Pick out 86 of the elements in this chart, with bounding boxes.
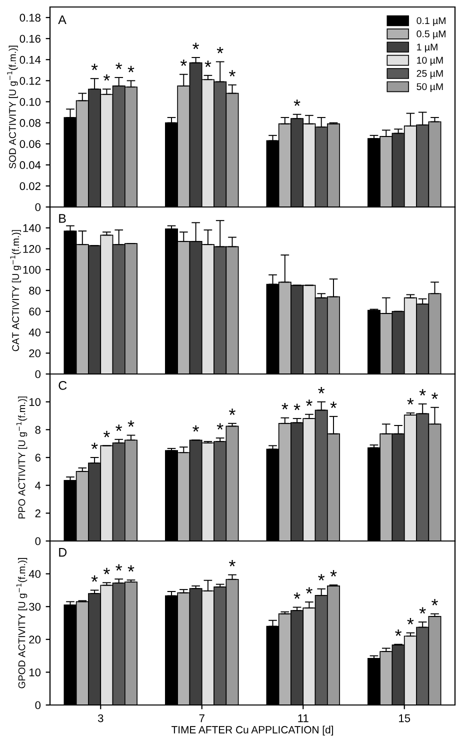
- data-label: *: [419, 607, 426, 614]
- data-label: *: [116, 424, 122, 431]
- y-tick-label: 10: [29, 398, 41, 406]
- y-tick-label: 0.12: [20, 76, 40, 85]
- y-tick-label: 4: [35, 482, 41, 490]
- data-label: *: [180, 60, 187, 66]
- y-tick-label: 2: [35, 509, 40, 518]
- data-label: *: [419, 389, 426, 396]
- x-axis-title: TIME AFTER Cu APPLICATION [d]: [172, 726, 333, 736]
- legend-label: 1 µM: [417, 44, 438, 52]
- data-label: *: [407, 398, 414, 405]
- legend-label: 50 µM: [416, 83, 443, 92]
- data-label: *: [294, 404, 300, 410]
- chart-title: D: [59, 548, 67, 557]
- data-label: *: [318, 574, 325, 580]
- data-label: *: [229, 70, 236, 76]
- x-tick-label: 15: [399, 714, 410, 722]
- data-label: *: [216, 46, 224, 54]
- data-label: *: [229, 408, 236, 415]
- data-label: *: [407, 618, 414, 624]
- y-tick-label: 20: [29, 349, 41, 358]
- data-label: *: [216, 423, 224, 430]
- data-label: *: [432, 599, 438, 606]
- legend-label: 0.5 µM: [416, 30, 446, 40]
- data-label: *: [116, 62, 122, 70]
- y-tick-label: 120: [23, 245, 41, 253]
- y-tick-label: 0: [35, 203, 41, 212]
- y-tick-label: 0.14: [20, 56, 41, 64]
- y-tick-label: 20: [29, 636, 41, 644]
- y-tick-label: 0.08: [20, 119, 40, 127]
- data-label: *: [395, 630, 402, 636]
- data-label: *: [192, 42, 200, 50]
- data-label: *: [294, 100, 300, 106]
- y-tick-label: 0.06: [20, 140, 40, 148]
- x-tick-label: 3: [98, 714, 104, 722]
- y-tick-label: 0.10: [20, 98, 41, 106]
- y-tick-label: 0: [35, 370, 41, 378]
- y-tick-label: 0.18: [20, 14, 40, 22]
- data-label: *: [306, 587, 312, 594]
- chart-title: C: [58, 381, 67, 390]
- y-tick-label: 60: [29, 308, 41, 316]
- data-label: *: [91, 575, 98, 582]
- y-tick-label: 8: [35, 426, 40, 434]
- y-tick-label: 6: [35, 454, 40, 462]
- y-tick-label: 10: [29, 668, 41, 676]
- y-tick-label: 30: [29, 602, 41, 611]
- y-tick-label: 0: [35, 537, 41, 546]
- y-tick-label: 40: [28, 570, 41, 578]
- y-tick-label: 40: [28, 328, 41, 336]
- y-axis-title: SOD ACTIVITY [U g$^{−1}$(f.m.)]: [7, 46, 18, 168]
- data-label: *: [91, 64, 98, 70]
- data-label: *: [128, 420, 134, 427]
- y-tick-label: 100: [23, 266, 41, 274]
- data-label: *: [91, 442, 98, 450]
- data-label: *: [282, 403, 288, 410]
- y-tick-label: 0.02: [20, 182, 40, 190]
- y-axis-title: CAT ACTIVITY [U g$^{−1}$(f.m.)]: [10, 230, 21, 352]
- legend-label: 25 µM: [416, 70, 443, 79]
- x-tick-label: 11: [298, 714, 308, 722]
- legend-label: 0.1 µM: [416, 17, 446, 26]
- chart-title: B: [59, 214, 66, 223]
- data-label: *: [192, 425, 200, 432]
- data-label: *: [116, 564, 122, 571]
- data-label: *: [330, 402, 337, 408]
- data-label: *: [294, 592, 300, 599]
- text: A: [58, 15, 66, 24]
- data-label: *: [306, 400, 312, 406]
- data-label: *: [330, 570, 337, 577]
- y-tick-label: 140: [23, 224, 41, 232]
- data-label: *: [103, 74, 110, 81]
- y-axis-title: GPOD ACTIVITY [U g$^{−1}$(f.m.)]: [16, 558, 28, 688]
- y-tick-label: 0.16: [20, 34, 40, 43]
- y-tick-label: 80: [29, 286, 41, 295]
- data-label: *: [318, 387, 325, 394]
- y-axis-title: PPO ACTIVITY [U g$^{−1}$(f.m.)]: [16, 396, 28, 518]
- data-label: *: [128, 565, 134, 572]
- data-label: *: [103, 568, 110, 574]
- y-tick-label: 0: [35, 701, 41, 710]
- x-tick-label: 7: [199, 714, 204, 722]
- data-label: *: [229, 560, 236, 566]
- data-label: *: [432, 392, 438, 399]
- data-label: *: [204, 60, 212, 67]
- data-label: *: [128, 66, 134, 72]
- y-tick-label: 0.04: [20, 161, 41, 170]
- data-label: *: [103, 430, 110, 438]
- legend-label: 10 µM: [417, 56, 443, 66]
